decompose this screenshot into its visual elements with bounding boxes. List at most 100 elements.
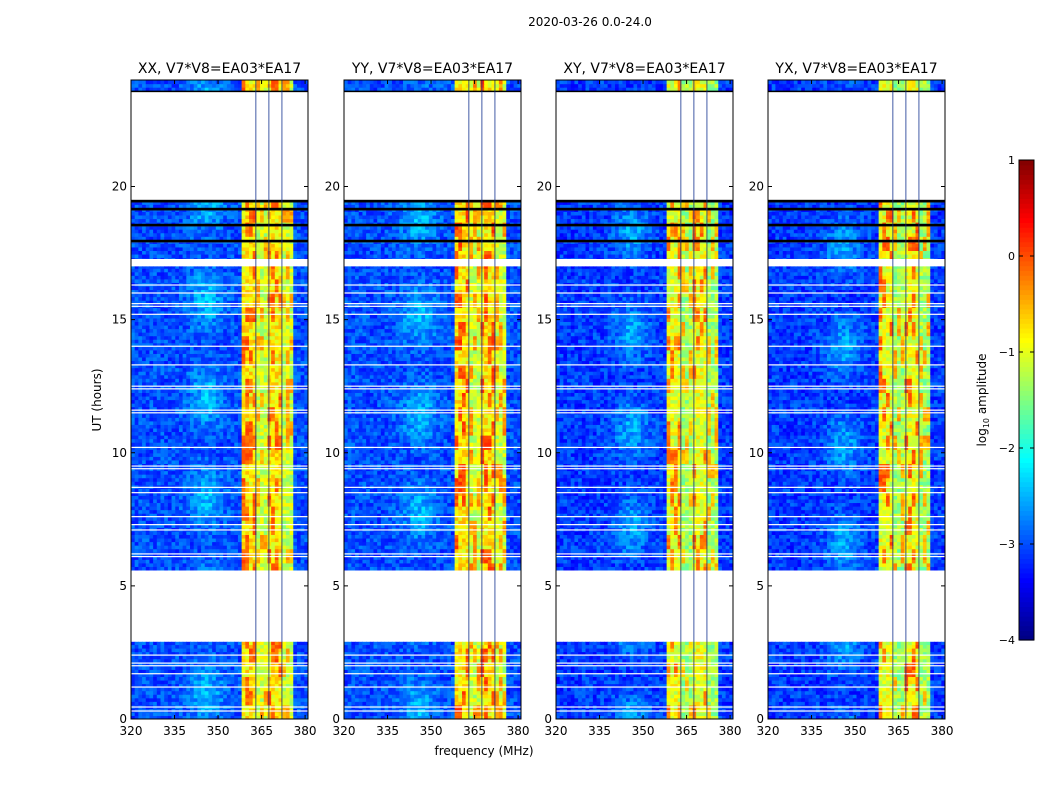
heatmap-cell <box>274 541 280 546</box>
heatmap-cell <box>241 353 246 358</box>
heatmap-cell <box>267 715 272 719</box>
heatmap-cell <box>293 395 298 401</box>
heatmap-cell <box>300 697 305 702</box>
heatmap-cell <box>153 495 158 500</box>
heatmap-cell <box>256 694 261 699</box>
heatmap-cell <box>249 289 254 294</box>
heatmap-cell <box>138 289 143 294</box>
heatmap-cell <box>182 321 187 326</box>
heatmap-cell <box>289 651 294 656</box>
heatmap-cell <box>171 353 176 358</box>
heatmap-cell <box>226 332 232 337</box>
heatmap-cell <box>237 669 243 674</box>
heatmap-cell <box>167 488 173 493</box>
heatmap-cell <box>219 406 224 411</box>
heatmap-cell <box>204 321 210 326</box>
heatmap-cell <box>223 665 228 670</box>
heatmap-cell <box>223 427 228 433</box>
heatmap-cell <box>212 555 217 560</box>
heatmap-cell <box>282 470 287 475</box>
heatmap-cell <box>153 651 158 656</box>
heatmap-cell <box>267 541 272 546</box>
heatmap-cell <box>267 456 272 461</box>
heatmap-cell <box>282 711 287 717</box>
heatmap-cell <box>193 374 198 379</box>
heatmap-cell <box>274 555 280 560</box>
heatmap-cell <box>267 353 272 358</box>
heatmap-cell <box>252 420 257 425</box>
heatmap-cell <box>197 374 202 379</box>
heatmap-cell <box>153 477 158 482</box>
heatmap-cell <box>256 566 261 571</box>
heatmap-cell <box>293 655 298 660</box>
heatmap-cell <box>293 523 298 528</box>
heatmap-cell <box>167 690 173 695</box>
heatmap-cell <box>245 655 250 660</box>
heatmap-cell <box>190 562 195 567</box>
heatmap-cell <box>156 371 162 376</box>
heatmap-cell <box>263 442 269 447</box>
heatmap-cell <box>304 509 308 514</box>
heatmap-cell <box>138 672 143 677</box>
heatmap-cell <box>142 442 147 447</box>
heatmap-cell <box>134 388 139 393</box>
heatmap-cell <box>267 392 272 397</box>
heatmap-cell <box>219 399 224 404</box>
heatmap-cell <box>237 648 243 653</box>
heatmap-cell <box>289 562 294 567</box>
heatmap-cell <box>285 452 291 457</box>
heatmap-cell <box>131 541 136 546</box>
heatmap-cell <box>204 498 210 504</box>
heatmap-cell <box>208 672 213 677</box>
heatmap-cell <box>241 641 246 646</box>
heatmap-cell <box>226 513 232 518</box>
heatmap-cell <box>142 296 147 301</box>
heatmap-cell <box>204 506 210 511</box>
heatmap-cell <box>285 431 291 436</box>
heatmap-cell <box>178 520 184 525</box>
heatmap-cell <box>197 381 202 386</box>
heatmap-cell <box>138 427 143 433</box>
heatmap-cell <box>175 296 180 301</box>
heatmap-cell <box>249 488 254 493</box>
heatmap-cell <box>197 520 202 525</box>
heatmap-cell <box>249 314 254 319</box>
heatmap-cell <box>241 491 246 496</box>
heatmap-cell <box>245 687 250 692</box>
heatmap-cell <box>190 545 195 550</box>
heatmap-cell <box>296 417 302 422</box>
heatmap-cell <box>289 498 294 504</box>
heatmap-cell <box>256 285 261 291</box>
heatmap-cell <box>274 683 280 688</box>
heatmap-cell <box>204 459 210 464</box>
heatmap-cell <box>212 314 217 319</box>
heatmap-cell <box>293 378 298 383</box>
heatmap-cell <box>271 381 276 386</box>
heatmap-cell <box>304 346 308 351</box>
heatmap-cell <box>190 548 195 553</box>
heatmap-cell <box>208 342 213 347</box>
heatmap-cell <box>260 658 265 663</box>
heatmap-cell <box>285 694 291 699</box>
heatmap-cell <box>175 335 180 340</box>
heatmap-cell <box>304 431 308 436</box>
heatmap-cell <box>252 346 257 351</box>
heatmap-cell <box>230 541 235 546</box>
heatmap-cell <box>252 694 257 699</box>
heatmap-cell <box>282 438 287 443</box>
heatmap-cell <box>149 385 154 390</box>
heatmap-cell <box>212 498 217 504</box>
heatmap-cell <box>204 296 210 301</box>
heatmap-cell <box>204 285 210 291</box>
heatmap-cell <box>190 328 195 333</box>
heatmap-cell <box>241 293 246 298</box>
heatmap-cell <box>252 406 257 411</box>
heatmap-cell <box>134 655 139 660</box>
heatmap-cell <box>296 339 302 344</box>
heatmap-cell <box>175 683 180 688</box>
heatmap-cell <box>153 491 158 496</box>
heatmap-cell <box>226 658 232 663</box>
heatmap-cell <box>260 545 265 550</box>
heatmap-cell <box>219 687 224 692</box>
heatmap-cell <box>160 456 165 461</box>
